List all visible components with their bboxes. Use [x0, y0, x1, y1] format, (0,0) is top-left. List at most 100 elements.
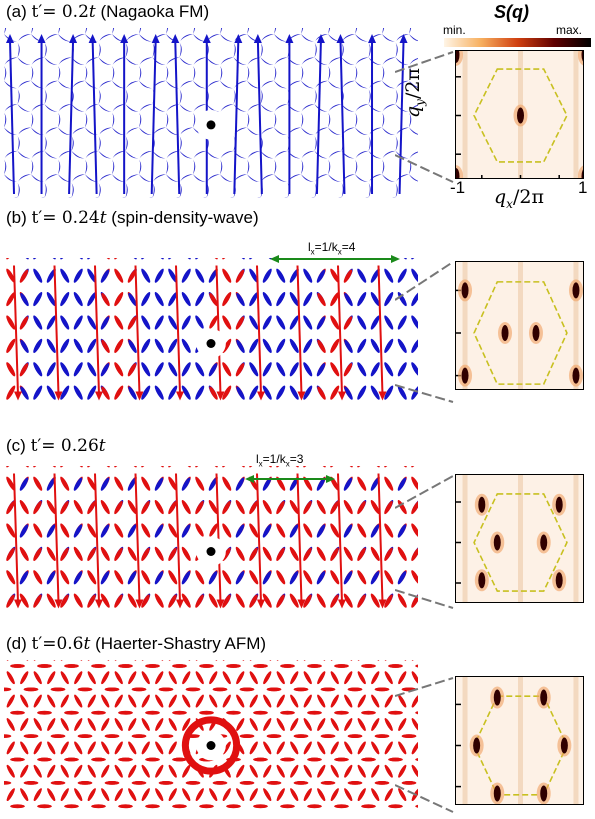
spin-wedge	[125, 42, 128, 58]
spin-wedge	[289, 571, 299, 585]
spin-wedge	[330, 594, 339, 608]
spin-wedge	[409, 151, 418, 159]
spin-wedge	[185, 781, 201, 785]
spin-wedge	[33, 386, 42, 400]
spin-wedge	[289, 524, 299, 538]
spin-arrow	[53, 473, 60, 603]
spin-wedge	[127, 269, 137, 283]
spin-wedge	[398, 788, 407, 801]
spin-wedge	[20, 258, 29, 260]
spin-wedge	[199, 710, 214, 715]
spin-wedge	[388, 664, 403, 668]
spin-wedge	[6, 671, 15, 685]
spin-wedge	[415, 664, 418, 668]
spin-wedge	[234, 80, 247, 89]
spin-wedge	[328, 57, 342, 65]
sf-xlabel: qx/2π	[494, 186, 544, 211]
spin-wedge	[262, 571, 272, 585]
spin-wedge	[344, 764, 353, 778]
spin-wedge	[74, 258, 83, 260]
spin-wedge	[315, 127, 328, 135]
spin-wedge	[6, 466, 15, 468]
spin-wedge	[155, 741, 164, 755]
spin-wedge	[4, 159, 7, 175]
spin-wedge	[388, 757, 403, 762]
spin-wedge	[369, 174, 382, 182]
spin-wedge	[168, 571, 178, 585]
spin-wedge	[209, 466, 218, 468]
spin-wedge	[154, 316, 164, 330]
spin-wedge	[316, 316, 326, 330]
spin-wedge	[74, 594, 83, 608]
spin-wedge	[249, 671, 258, 685]
spin-wedge	[357, 694, 366, 708]
spin-wedge	[328, 127, 341, 136]
spin-wedge	[33, 524, 43, 538]
spin-wedge	[361, 804, 376, 809]
spin-arrow	[377, 265, 384, 395]
spin-wedge	[263, 718, 272, 731]
spin-wedge	[384, 788, 393, 801]
spin-wedge	[71, 57, 85, 65]
spin-wedge	[207, 174, 220, 182]
spin-arrowhead	[14, 599, 22, 609]
spin-wedge	[47, 660, 56, 661]
spin-wedge	[19, 316, 29, 330]
spin-wedge	[87, 694, 96, 708]
spin-wedge	[4, 734, 12, 739]
spin-wedge	[357, 339, 366, 353]
spin-wedge	[398, 764, 407, 778]
spin-wedge	[114, 258, 123, 260]
spin-wedge	[182, 258, 191, 260]
spin-wedge	[114, 741, 123, 755]
spin-wedge	[330, 339, 339, 353]
spin-wedge	[236, 258, 245, 260]
spin-wedge	[316, 477, 326, 491]
spin-wedge	[158, 734, 174, 739]
spin-wedge	[45, 127, 58, 135]
spin-wedge	[47, 466, 56, 468]
spin-wedge	[260, 57, 274, 65]
spin-wedge	[131, 687, 147, 692]
spin-wedge	[73, 269, 83, 283]
spin-wedge	[276, 694, 285, 708]
spin-wedge	[33, 571, 43, 585]
spin-wedge	[33, 292, 42, 307]
spin-wedge	[263, 594, 272, 608]
spin-wedge	[263, 764, 272, 778]
spin-wedge	[114, 571, 124, 585]
spin-wedge	[112, 57, 126, 65]
spin-wedge	[182, 466, 191, 468]
spin-wedge	[397, 571, 407, 585]
spin-wedge	[44, 42, 47, 58]
spin-wedge	[357, 671, 366, 685]
spin-arrowhead	[69, 34, 78, 43]
spin-wedge	[320, 687, 336, 692]
spin-wedge	[370, 363, 380, 377]
spin-wedge	[276, 339, 285, 353]
spin-wedge	[77, 687, 93, 692]
spin-wedge	[44, 89, 47, 105]
spin-wedge	[274, 150, 288, 159]
spin-wedge	[73, 477, 83, 491]
spin-arrow	[215, 265, 222, 395]
spin-wedge	[330, 571, 340, 585]
spin-wedge	[60, 571, 70, 585]
spin-wedge	[100, 363, 110, 377]
spin-wedge	[222, 660, 231, 661]
spin-wedge	[155, 386, 164, 400]
spin-wedge	[411, 292, 418, 307]
spin-wedge	[395, 182, 398, 198]
spin-wedge	[87, 571, 97, 585]
spin-wedge	[193, 174, 206, 182]
spin-wedge	[125, 150, 139, 159]
spin-wedge	[382, 28, 385, 34]
spin-arrow	[174, 39, 181, 195]
spin-wedge	[409, 28, 412, 34]
spin-arrow	[134, 265, 141, 395]
spin-wedge	[168, 594, 177, 608]
spin-wedge	[166, 174, 179, 182]
spin-wedge	[328, 80, 341, 89]
spin-wedge	[276, 477, 286, 491]
spin-wedge	[371, 547, 380, 561]
